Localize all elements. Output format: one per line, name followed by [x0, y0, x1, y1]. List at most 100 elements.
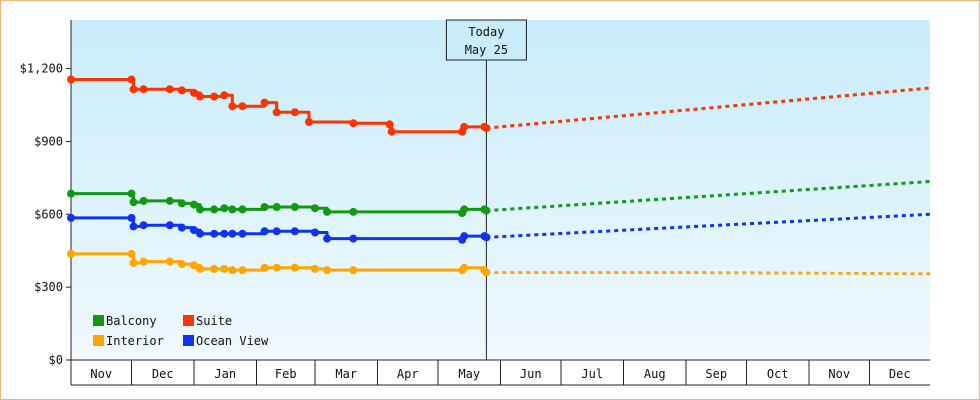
ocean-view-point — [210, 229, 219, 238]
balcony-point — [260, 203, 269, 211]
legend-label-ocean-view: Ocean View — [196, 334, 269, 348]
suite-point — [387, 127, 396, 136]
suite-point — [165, 85, 174, 94]
suite-point — [220, 91, 229, 100]
x-axis: Nov Dec Jan Feb Mar Apr May Jun Jul Aug Sep Oct Nov D… — [71, 359, 930, 386]
interior-point — [310, 264, 319, 273]
ocean-view-forecast-line — [486, 212, 931, 239]
suite-point — [67, 75, 75, 84]
interior-point — [177, 260, 186, 269]
suite-point — [127, 75, 136, 84]
ocean-view-point — [129, 222, 138, 231]
ocean-view-point — [220, 229, 229, 238]
legend-swatch-ocean-view — [183, 335, 194, 346]
x-tick-label: Apr — [397, 367, 419, 381]
interior-point — [260, 263, 269, 272]
suite-point — [238, 102, 247, 111]
interior-point — [482, 268, 491, 277]
x-tick-label: Jun — [520, 367, 542, 381]
balcony-forecast-line — [486, 180, 931, 213]
interior-point — [460, 263, 469, 272]
series-lines — [67, 75, 931, 277]
balcony-point — [177, 199, 186, 208]
ocean-view-point — [177, 223, 186, 232]
suite-point — [290, 108, 299, 117]
legend-swatch-suite — [183, 315, 194, 326]
interior-point — [220, 264, 229, 273]
legend-swatch-interior — [93, 335, 104, 346]
interior-point — [238, 266, 247, 275]
interior-point — [196, 264, 205, 273]
suite-point — [272, 108, 281, 117]
x-tick-label: May — [458, 367, 480, 381]
x-tick-label: Jul — [581, 367, 603, 381]
suite-point — [139, 85, 148, 94]
ocean-view-point — [290, 227, 299, 236]
suite-point — [190, 88, 199, 97]
interior-point — [290, 263, 299, 272]
legend-label-interior: Interior — [106, 334, 164, 348]
suite-point — [228, 102, 237, 111]
x-tick-label: Feb — [275, 367, 297, 381]
x-tick-label: Aug — [644, 367, 666, 381]
x-tick-label: Dec — [889, 367, 911, 381]
x-tick-label: Nov — [828, 367, 850, 381]
ocean-view-point — [67, 213, 75, 222]
interior-point — [139, 257, 148, 266]
interior-point — [272, 263, 281, 272]
balcony-point — [228, 205, 237, 214]
y-tick-label: $600 — [34, 207, 63, 221]
legend-label-suite: Suite — [196, 314, 232, 328]
balcony-point — [238, 205, 247, 214]
balcony-point — [272, 203, 281, 211]
suite-point — [129, 85, 138, 94]
balcony-point — [349, 207, 358, 216]
ocean-view-point — [272, 227, 281, 236]
balcony-point — [482, 206, 491, 215]
interior-point — [129, 258, 138, 267]
interior-point — [165, 257, 174, 266]
ocean-view-point — [460, 232, 469, 241]
balcony-point — [460, 205, 469, 214]
x-tick-label: Sep — [705, 367, 727, 381]
balcony-point — [310, 204, 319, 213]
suite-point — [349, 119, 358, 128]
suite-point — [210, 92, 219, 101]
suite-point — [196, 92, 205, 101]
ocean-view-point — [165, 221, 174, 230]
legend-label-balcony: Balcony — [106, 314, 157, 328]
x-tick-label: Mar — [335, 367, 357, 381]
ocean-view-point — [238, 229, 247, 238]
ocean-view-point — [228, 229, 237, 238]
interior-point — [190, 261, 199, 270]
x-tick-label: Jan — [214, 367, 236, 381]
y-tick-label: $1,200 — [20, 62, 63, 76]
interior-point — [67, 249, 75, 258]
ocean-view-point — [139, 221, 148, 230]
ocean-view-point — [323, 234, 332, 243]
y-axis: $0 $300 $600 $900 $1,200 — [20, 20, 72, 385]
balcony-point — [67, 189, 75, 198]
suite-point — [460, 122, 469, 131]
balcony-point — [220, 204, 229, 213]
plot-background — [71, 20, 930, 360]
interior-point — [127, 249, 136, 258]
balcony-point — [127, 189, 136, 198]
interior-point — [323, 266, 332, 275]
suite-point — [385, 120, 394, 129]
x-tick-label: Dec — [152, 367, 174, 381]
today-label-line1: Today — [468, 25, 504, 39]
balcony-point — [190, 200, 199, 209]
ocean-view-point — [482, 233, 491, 242]
today-label-line2: May 25 — [465, 43, 508, 57]
balcony-point — [139, 196, 148, 205]
ocean-view-point — [260, 227, 269, 236]
ocean-view-point — [190, 226, 199, 235]
balcony-point — [290, 203, 299, 211]
balcony-point — [165, 196, 174, 205]
y-tick-label: $900 — [34, 134, 63, 148]
legend-swatch-balcony — [93, 315, 104, 326]
interior-point — [228, 266, 237, 275]
suite-point — [177, 86, 186, 95]
